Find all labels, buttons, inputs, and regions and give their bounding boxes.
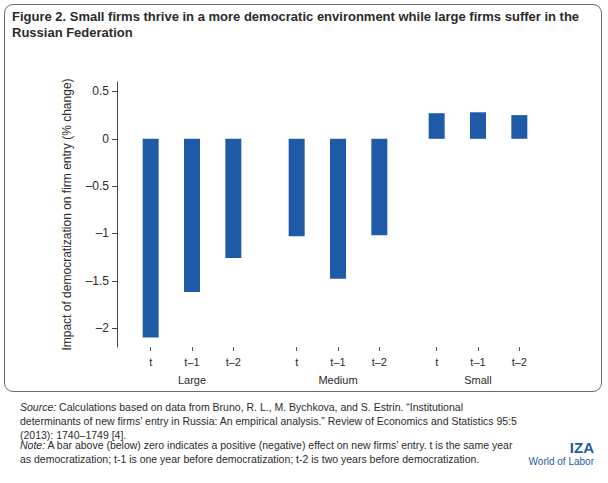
svg-text:Large: Large — [178, 374, 206, 386]
svg-text:t–2: t–2 — [226, 356, 241, 368]
svg-text:t–1: t–1 — [470, 356, 485, 368]
svg-text:0.5: 0.5 — [92, 84, 109, 98]
svg-text:–1: –1 — [96, 226, 110, 240]
html-text:Figure 2. Small firms thrive i: Figure 2. Small firms thrive in a more d… — [12, 9, 580, 40]
svg-text:Small: Small — [464, 374, 492, 386]
svg-text:t–2: t–2 — [372, 356, 387, 368]
svg-text:0: 0 — [102, 132, 109, 146]
svg-text:t: t — [149, 356, 152, 368]
svg-text:–1.5: –1.5 — [86, 274, 110, 288]
html-text:Note: A bar above (below) zero: Note: A bar above (below) zero indicates… — [20, 439, 513, 465]
svg-text:–2: –2 — [96, 321, 110, 335]
svg-text:t: t — [435, 356, 438, 368]
svg-text:t–1: t–1 — [184, 356, 199, 368]
svg-text:Impact of democratization on f: Impact of democratization on firm entry … — [60, 78, 74, 350]
html-text:World of Labor: World of Labor — [528, 456, 594, 467]
html-text:Source: Calculations based on: Source: Calculations based on data from … — [20, 401, 517, 441]
html-text:IZA: IZA — [569, 439, 594, 456]
svg-text:t–1: t–1 — [330, 356, 345, 368]
svg-text:–0.5: –0.5 — [86, 179, 110, 193]
svg-text:t–2: t–2 — [512, 356, 527, 368]
svg-text:Medium: Medium — [318, 374, 357, 386]
svg-text:t: t — [295, 356, 298, 368]
